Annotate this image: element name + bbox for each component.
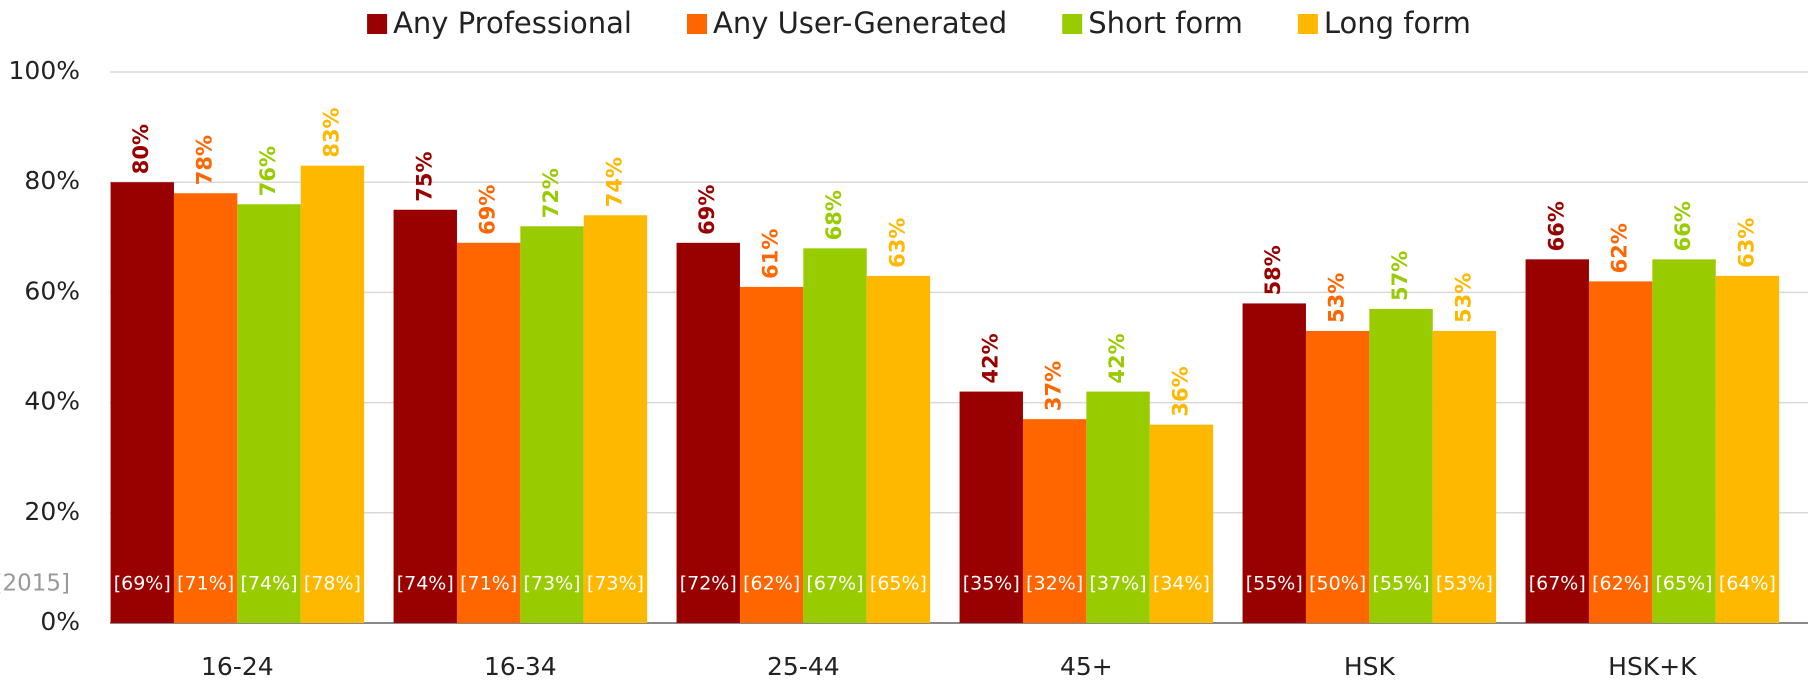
bar (1652, 259, 1716, 623)
label-2015: [72%] (680, 573, 737, 595)
bar (676, 242, 740, 623)
label-2015: [64%] (1719, 573, 1776, 595)
y-tick-label: 80% (24, 166, 80, 195)
value-label: 69% (476, 185, 500, 235)
value-label: 62% (1608, 223, 1632, 273)
legend-label: Any Professional (393, 6, 632, 40)
label-2015: [55%] (1246, 573, 1303, 595)
bar (1086, 391, 1150, 623)
x-tick-label: 16-34 (484, 652, 557, 681)
legend-label: Long form (1324, 6, 1471, 40)
bar (1525, 259, 1589, 623)
label-2015: [65%] (1656, 573, 1713, 595)
bar (739, 286, 804, 623)
bar (583, 215, 648, 623)
bar (173, 193, 238, 623)
y-tick-label: 0% (40, 607, 80, 636)
label-2015: [67%] (807, 573, 864, 595)
label-2015: [37%] (1090, 573, 1147, 595)
bar (300, 165, 365, 624)
bar (456, 242, 521, 623)
bar (1588, 281, 1653, 623)
legend-marker (1297, 14, 1318, 34)
legend-marker (686, 14, 707, 34)
y-tick-label: 100% (9, 56, 80, 85)
bar (520, 226, 584, 623)
label-2015: [69%] (114, 573, 171, 595)
label-2015: [50%] (1309, 573, 1366, 595)
legend-marker (1062, 14, 1083, 34)
value-label: 72% (539, 168, 563, 218)
bar (1432, 330, 1497, 623)
label-2015: [71%] (177, 573, 234, 595)
value-label: 83% (319, 107, 343, 157)
label-2015: [74%] (241, 573, 298, 595)
y-tick-label: 20% (24, 497, 80, 526)
value-label: 53% (1451, 273, 1475, 323)
label-2015: [62%] (1592, 573, 1649, 595)
bar (803, 248, 867, 623)
value-label: 63% (885, 218, 909, 268)
x-tick-label: 45+ (1060, 652, 1113, 681)
value-label: 75% (412, 151, 436, 201)
label-2015: [78%] (304, 573, 361, 595)
value-label: 66% (1544, 201, 1568, 251)
label-2015: [2015] (0, 571, 70, 597)
label-2015: [73%] (587, 573, 644, 595)
legend-marker (367, 14, 388, 34)
value-label: 68% (822, 190, 846, 240)
y-tick-label: 60% (24, 276, 80, 305)
value-label: 74% (602, 157, 626, 207)
x-tick-label: HSK+K (1608, 652, 1697, 681)
x-tick-label: 16-24 (201, 652, 274, 681)
label-2015: [67%] (1529, 573, 1586, 595)
label-2015: [35%] (963, 573, 1020, 595)
x-tick-label: HSK (1344, 652, 1396, 681)
bar (866, 275, 931, 623)
value-label: 80% (129, 124, 153, 174)
label-2015: [32%] (1026, 573, 1083, 595)
value-label: 57% (1388, 251, 1412, 301)
bar (1305, 330, 1370, 623)
label-2015: [53%] (1436, 573, 1493, 595)
value-label: 58% (1261, 245, 1285, 295)
value-label: 69% (695, 185, 719, 235)
label-2015: [34%] (1153, 573, 1210, 595)
bar (1022, 419, 1087, 623)
bar (1242, 303, 1306, 623)
label-2015: [55%] (1373, 573, 1430, 595)
value-label: 63% (1734, 218, 1758, 268)
bar (1369, 308, 1433, 623)
bar (1715, 275, 1780, 623)
label-2015: [73%] (524, 573, 581, 595)
value-label: 76% (256, 146, 280, 196)
legend-label: Any User-Generated (713, 6, 1007, 40)
x-tick-label: 25-44 (767, 652, 840, 681)
value-label: 36% (1168, 366, 1192, 416)
value-label: 37% (1042, 361, 1066, 411)
value-label: 53% (1325, 273, 1349, 323)
label-2015: [65%] (870, 573, 927, 595)
value-label: 42% (1105, 333, 1129, 383)
label-2015: [71%] (460, 573, 517, 595)
value-label: 78% (193, 135, 217, 185)
label-2015: [74%] (397, 573, 454, 595)
y-tick-label: 40% (24, 387, 80, 416)
value-label: 66% (1671, 201, 1695, 251)
bar (393, 209, 457, 623)
value-label: 61% (759, 229, 783, 279)
bar (959, 391, 1023, 623)
value-label: 42% (978, 333, 1002, 383)
bar (1149, 424, 1214, 623)
label-2015: [62%] (743, 573, 800, 595)
bar (237, 204, 301, 624)
bar (110, 182, 174, 623)
legend-label: Short form (1088, 6, 1243, 40)
